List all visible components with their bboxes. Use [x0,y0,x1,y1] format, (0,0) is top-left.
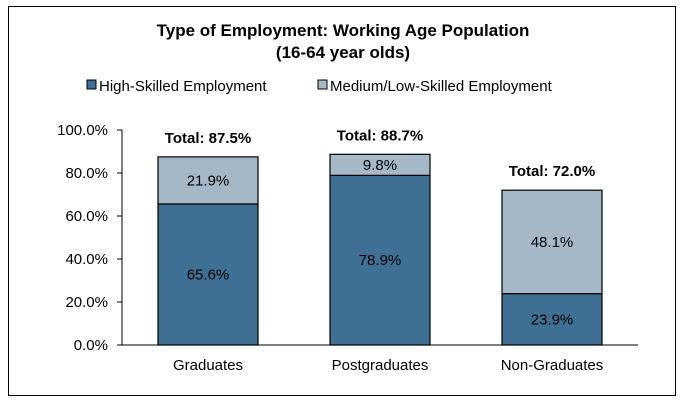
y-tick-label: 60.0% [65,208,108,225]
y-tick-label: 80.0% [65,165,108,182]
bar-medium-low-skilled [501,189,603,295]
bar-total-label: Total: 88.7% [337,127,423,144]
bar-total-label: Total: 72.0% [509,163,595,180]
bar-value-label: 65.6% [187,266,230,283]
y-tick-label: 40.0% [65,251,108,268]
bar-value-label: 48.1% [531,234,574,251]
y-tick-label: 100.0% [57,122,108,139]
legend-label-medium-low-skilled: Medium/Low-Skilled Employment [330,78,553,95]
y-tick-label: 0.0% [74,337,108,354]
bar-value-label: 9.8% [363,157,397,174]
bar-total-label: Total: 87.5% [165,130,251,147]
x-axis-categories: Graduates Postgraduates Non-Graduates [173,357,603,374]
legend: High-Skilled Employment Medium/Low-Skill… [86,78,553,95]
x-category-label: Graduates [173,357,243,374]
x-category-label: Non-Graduates [501,357,604,374]
bar-value-label: 23.9% [531,311,574,328]
chart-title: Type of Employment: Working Age Populati… [157,21,530,40]
bar-value-label: 78.9% [359,252,402,269]
bar-high-skilled [501,293,603,346]
x-category-label: Postgraduates [332,357,429,374]
bar-medium-low-skilled [157,156,259,205]
legend-label-high-skilled: High-Skilled Employment [99,78,267,95]
legend-swatch-high-skilled [86,79,97,90]
bar-medium-low-skilled [329,153,431,176]
bar-high-skilled [157,203,259,346]
chart-subtitle: (16-64 year olds) [276,43,410,62]
bar-value-label: 21.9% [187,172,230,189]
y-tick-label: 20.0% [65,294,108,311]
bar-high-skilled [329,174,431,346]
legend-swatch-medium-low-skilled [317,79,328,90]
bars: 65.6% 21.9% Total: 87.5% 78.9% 9.8% Total: 88… [157,127,603,346]
y-axis-ticks: 0.0% 20.0% 40.0% 60.0% 80.0% 100.0% [57,122,122,354]
